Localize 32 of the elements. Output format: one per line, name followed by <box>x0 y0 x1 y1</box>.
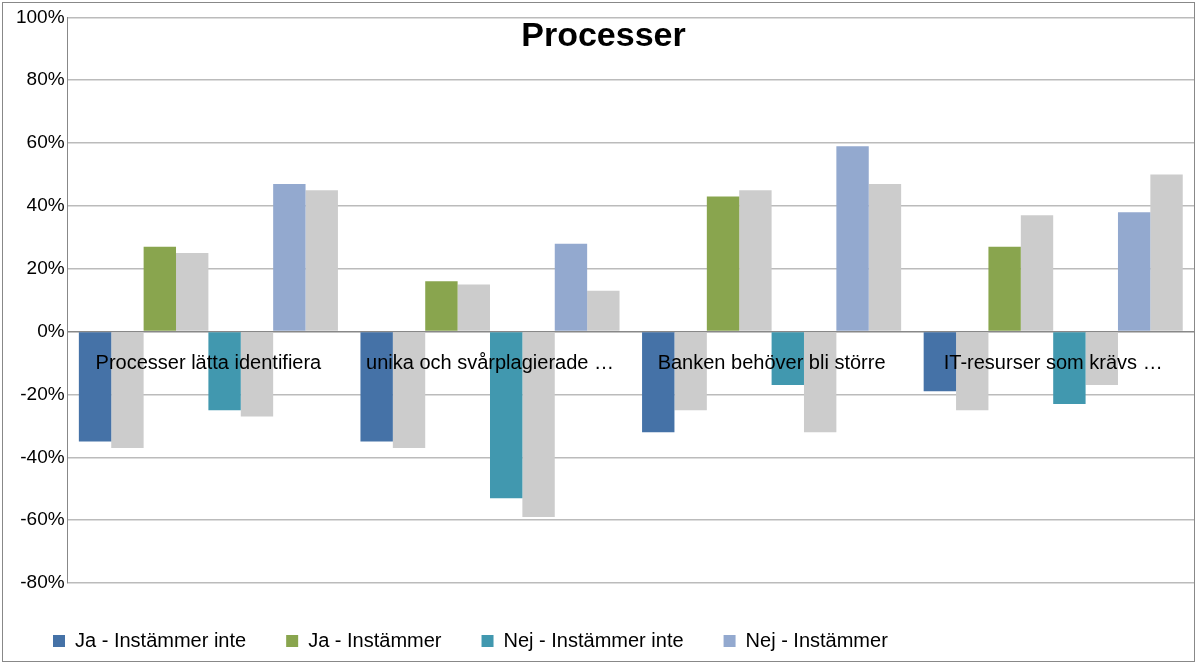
legend-label: Ja - Instämmer inte <box>75 628 247 651</box>
bar <box>587 290 620 331</box>
y-tick-label: -80% <box>20 571 65 593</box>
bar <box>425 281 458 331</box>
bar <box>836 146 869 331</box>
bar <box>176 253 209 331</box>
bar <box>803 332 837 433</box>
bar <box>1150 174 1183 331</box>
legend-label: Nej - Instämmer <box>745 628 889 651</box>
y-tick-label: 20% <box>26 257 65 279</box>
chart-title: Processer <box>521 15 686 54</box>
bar <box>988 246 1021 331</box>
bar <box>1117 212 1151 331</box>
legend-label: Ja - Instämmer <box>308 628 442 651</box>
bar <box>1020 215 1054 331</box>
y-tick-label: 60% <box>26 131 65 153</box>
bar <box>868 183 902 331</box>
legend-label: Nej - Instämmer inte <box>503 628 684 651</box>
y-tick-label: -40% <box>20 445 65 467</box>
bar <box>554 243 588 331</box>
bar <box>143 246 177 331</box>
y-tick-label: 0% <box>37 319 65 341</box>
y-tick-label: -60% <box>20 508 65 530</box>
y-tick-label: 80% <box>26 68 65 90</box>
bar <box>305 190 338 331</box>
bar <box>706 196 740 331</box>
y-tick-label: 100% <box>15 5 65 27</box>
bar <box>457 284 490 331</box>
bar <box>273 183 306 331</box>
y-tick-label: 40% <box>26 194 65 216</box>
y-tick-label: -20% <box>20 382 65 404</box>
bar <box>739 190 772 331</box>
